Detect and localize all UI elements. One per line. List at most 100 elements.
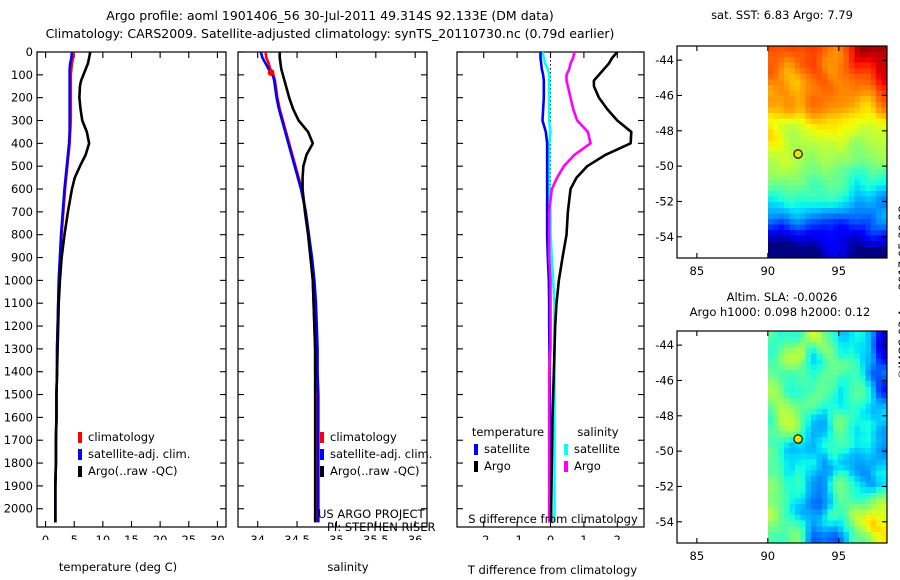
map-frame: [676, 330, 888, 544]
map-cell: [767, 196, 774, 203]
profile-location-marker[interactable]: [793, 149, 803, 159]
map-cell: [854, 213, 861, 220]
map-cell: [800, 409, 807, 416]
map-cell: [800, 425, 807, 433]
depth-tick-label: 200: [11, 91, 33, 105]
map-cell: [816, 364, 823, 371]
map-cell: [827, 112, 834, 120]
map-cell: [870, 213, 877, 220]
map-cell: [821, 174, 829, 181]
map-cell: [876, 520, 883, 527]
map-cell: [811, 135, 818, 142]
map-cell: [838, 397, 845, 405]
map-cell: [767, 118, 774, 125]
map-cell: [811, 79, 818, 86]
map-cell: [870, 448, 877, 455]
map-cell: [870, 230, 877, 237]
map-cell: [816, 437, 823, 444]
map-cell: [876, 152, 883, 159]
map-cell: [876, 442, 883, 449]
map-cell: [854, 124, 861, 131]
map-cell: [865, 464, 872, 472]
map-cell: [876, 101, 883, 108]
map-cell: [870, 331, 877, 338]
map-cell: [832, 191, 839, 198]
map-cell: [838, 481, 845, 488]
map-cell: [870, 397, 877, 405]
map-cell: [843, 437, 850, 444]
salinity-plot[interactable]: 34 34.5 35 35.5 36climatologysatellite-adj. …: [230, 40, 452, 540]
map-cell: [805, 347, 812, 354]
map-cell: [821, 364, 829, 371]
map-cell: [811, 224, 818, 231]
map-cell: [859, 140, 866, 148]
map-cell: [784, 336, 791, 343]
map-cell: [854, 157, 861, 164]
map-cell: [870, 185, 877, 192]
map-cell: [821, 342, 829, 349]
map-cell: [881, 498, 888, 505]
depth-tick-label: 300: [11, 114, 33, 128]
map-cell: [849, 364, 856, 371]
legend-label: satellite-adj. clim.: [330, 447, 432, 461]
map-cell: [881, 168, 888, 175]
map-cell: [805, 353, 812, 360]
profile-location-marker[interactable]: [793, 434, 803, 444]
map-cell: [794, 498, 801, 505]
map-cell: [827, 185, 834, 192]
map-cell: [876, 79, 883, 86]
map-cell: [827, 370, 834, 377]
map-cell: [870, 509, 877, 516]
map-cell: [821, 537, 829, 544]
map-cell: [843, 537, 850, 544]
difference-plot[interactable]: -2 -1 0 1 2temperaturesatelliteArgosalinitys…: [452, 40, 652, 540]
map-cell: [816, 386, 823, 393]
map-cell: [849, 129, 856, 136]
map-cell: [784, 364, 791, 371]
map-cell: [870, 425, 877, 433]
map-cell: [784, 453, 791, 460]
imos-credit: ©IMOS 03-Aug-2017 05:39:28: [896, 205, 900, 380]
map-cell: [811, 96, 818, 103]
map-cell: [832, 437, 839, 444]
map-cell: [767, 79, 774, 86]
map-cell: [854, 191, 861, 198]
map-cell: [789, 459, 796, 466]
map-cell: [827, 157, 834, 164]
map-cell: [854, 397, 861, 405]
map-cell: [827, 90, 834, 97]
map-cell: [816, 191, 823, 198]
map-cell: [784, 230, 791, 237]
map-cell: [778, 531, 785, 539]
map-cell: [784, 96, 791, 103]
map-cell: [778, 168, 785, 175]
map-cell: [789, 207, 796, 214]
map-cell: [805, 218, 812, 226]
map-cell: [816, 509, 823, 516]
temperature-plot[interactable]: 0100200300400500600700800900100011001200…: [0, 40, 230, 540]
map-cell: [767, 364, 774, 371]
map-cell: [849, 62, 856, 69]
map-cell: [811, 246, 818, 254]
map-cell: [794, 375, 801, 382]
map-cell: [865, 370, 872, 377]
map-cell: [827, 213, 834, 220]
map-cell: [805, 73, 812, 81]
map-cell: [832, 336, 839, 343]
map-cell: [854, 224, 861, 231]
map-cell: [767, 386, 774, 393]
map-cell: [876, 492, 883, 499]
map-cell: [805, 135, 812, 142]
map-cell: [849, 342, 856, 349]
map-cell: [784, 213, 791, 220]
map-cell: [854, 196, 861, 203]
map-cell: [816, 431, 823, 438]
map-cell: [773, 509, 780, 516]
map-cell: [865, 207, 872, 214]
map-cell: [800, 62, 807, 69]
map-cell: [811, 202, 818, 209]
map-cell: [773, 537, 780, 544]
legend-swatch: [320, 449, 324, 460]
